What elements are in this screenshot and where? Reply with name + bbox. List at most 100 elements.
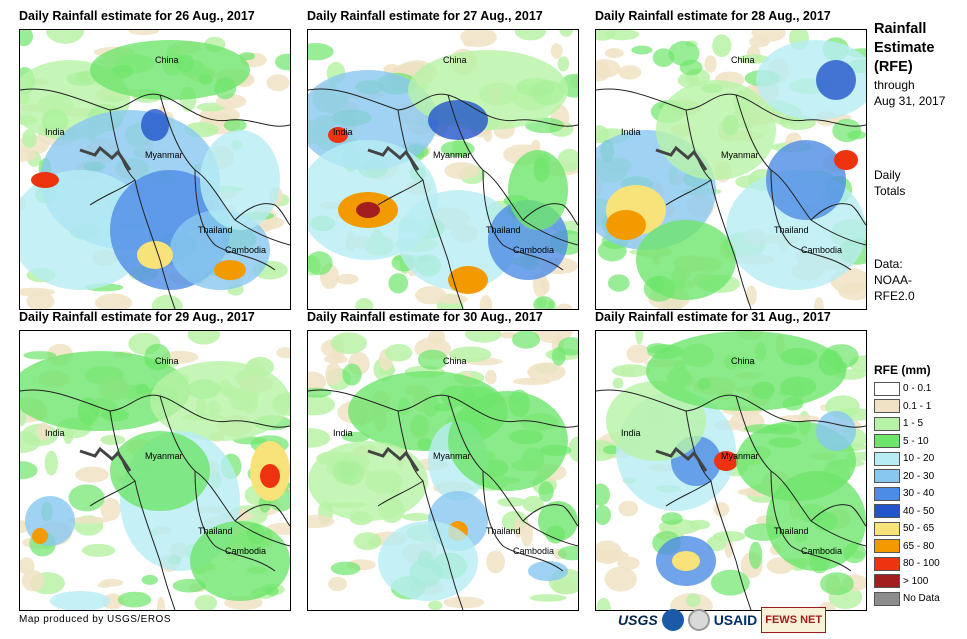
country-border (522, 504, 578, 527)
side-daily: Daily (874, 168, 901, 182)
rain-patch (402, 512, 431, 521)
rain-patch (607, 274, 630, 292)
rain-patch (604, 566, 637, 592)
rain-patch (22, 128, 37, 149)
rain-patch (499, 331, 517, 339)
rain-patch (557, 56, 570, 72)
map-label-india: India (45, 127, 65, 137)
rain-patch (388, 273, 409, 294)
rain-patch (724, 538, 734, 559)
rain-cell (50, 591, 110, 610)
usaid-seal-icon (687, 609, 710, 631)
rain-patch (713, 502, 730, 517)
rain-patch (745, 285, 757, 306)
rain-patch (603, 445, 620, 455)
rainfall-map: China India Myanmar Thailand Cambodia (595, 29, 867, 310)
rain-cell (90, 40, 250, 100)
legend-item: 0.1 - 1 (874, 398, 966, 416)
panel-title: Daily Rainfall estimate for 27 Aug., 201… (307, 9, 543, 23)
country-border (770, 169, 852, 271)
map-label-cambodia: Cambodia (513, 546, 554, 556)
legend-item: > 100 (874, 573, 966, 591)
rainfall-map-canvas: China India Myanmar Thailand Cambodia (596, 331, 866, 610)
map-panel-aug29: Daily Rainfall estimate for 29 Aug., 201… (19, 307, 291, 611)
rain-patch (596, 597, 611, 610)
map-label-cambodia: Cambodia (801, 245, 842, 255)
legend-label: 20 - 30 (903, 470, 935, 482)
legend-swatch (874, 521, 900, 536)
panel-title: Daily Rainfall estimate for 29 Aug., 201… (19, 310, 255, 324)
rain-cell (606, 210, 646, 240)
legend-swatch (874, 504, 900, 519)
rain-cell (428, 100, 488, 140)
side-data-label: Data: (874, 257, 903, 271)
rainfall-map: China India Myanmar Thailand Cambodia (307, 330, 579, 611)
map-panel-aug26: Daily Rainfall estimate for 26 Aug., 201… (19, 6, 291, 310)
legend-item: 0 - 0.1 (874, 380, 966, 398)
country-border (377, 179, 424, 206)
rainfall-map: China India Myanmar Thailand Cambodia (307, 29, 579, 310)
map-label-india: India (333, 428, 353, 438)
coastline (655, 145, 708, 171)
rain-patch (20, 30, 33, 47)
noaa-logo-icon (661, 609, 684, 631)
rain-patch (94, 293, 133, 309)
coastline (79, 145, 132, 171)
side-source: NOAA- (874, 273, 913, 287)
country-border (770, 470, 852, 572)
country-border (89, 480, 136, 507)
rain-patch (618, 500, 639, 517)
country-border (89, 179, 136, 206)
rain-patch (520, 521, 533, 547)
legend-title: RFE (mm) (874, 363, 931, 377)
map-panel-aug28: Daily Rainfall estimate for 28 Aug., 201… (595, 6, 867, 310)
rain-patch (448, 346, 492, 363)
side-daily-totals: Daily Totals (874, 167, 966, 199)
rain-patch (335, 273, 359, 285)
country-border (194, 169, 276, 271)
rain-patch (465, 331, 502, 343)
rain-patch (679, 59, 703, 76)
country-border (234, 203, 290, 226)
map-label-china: China (155, 356, 179, 366)
rain-patch (276, 347, 290, 359)
map-label-india: India (621, 127, 641, 137)
map-label-myanmar: Myanmar (721, 150, 759, 160)
rain-cell (356, 202, 380, 218)
rain-cell (766, 140, 846, 220)
rain-patch (308, 371, 327, 393)
legend-item: 65 - 80 (874, 538, 966, 556)
rain-patch (128, 30, 159, 35)
rain-patch (81, 543, 116, 557)
map-label-thailand: Thailand (486, 225, 521, 235)
panel-title: Daily Rainfall estimate for 28 Aug., 201… (595, 9, 831, 23)
country-border (522, 203, 578, 226)
rain-patch (100, 498, 121, 521)
legend-swatch (874, 451, 900, 466)
legend-label: 50 - 65 (903, 523, 935, 535)
map-label-myanmar: Myanmar (145, 150, 183, 160)
rain-patch (596, 549, 629, 563)
legend-label: No Data (903, 593, 940, 605)
rain-cell (834, 150, 858, 170)
rain-patch (100, 434, 126, 446)
coastline (79, 446, 132, 472)
legend-label: 30 - 40 (903, 488, 935, 500)
map-panel-aug27: Daily Rainfall estimate for 27 Aug., 201… (307, 6, 579, 310)
map-label-myanmar: Myanmar (433, 451, 471, 461)
legend-swatch (874, 381, 900, 396)
rain-patch (605, 30, 640, 41)
rain-cell (32, 528, 48, 544)
rain-patch (661, 512, 683, 525)
legend-swatch (874, 434, 900, 449)
rain-patch (20, 461, 38, 480)
rainfall-map-canvas: China India Myanmar Thailand Cambodia (20, 331, 290, 610)
rain-patch (342, 363, 362, 386)
rain-patch (631, 45, 653, 55)
rainfall-map: China India Myanmar Thailand Cambodia (19, 330, 291, 611)
map-label-thailand: Thailand (486, 526, 521, 536)
legend-label: 0.1 - 1 (903, 400, 932, 412)
legend-label: 40 - 50 (903, 505, 935, 517)
legend-swatch (874, 574, 900, 589)
rain-cell (656, 80, 776, 180)
